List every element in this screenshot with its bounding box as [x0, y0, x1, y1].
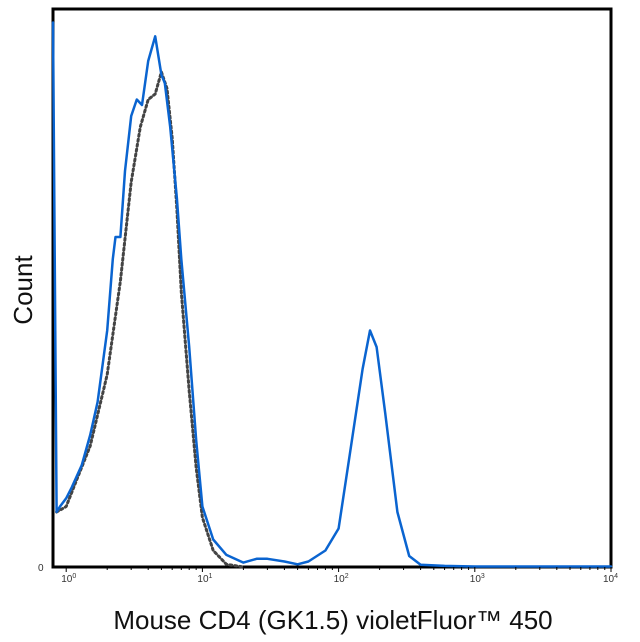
x-tick-label: 104 [603, 573, 618, 585]
x-axis-label: Mouse CD4 (GK1.5) violetFluor™ 450 [113, 605, 552, 635]
series-layer [51, 21, 613, 569]
x-tick-label: 101 [197, 573, 212, 585]
x-tick-label: 102 [334, 573, 349, 585]
x-axis-ticks: 100 101 102 103 104 [61, 567, 618, 585]
series-solid-line [51, 21, 613, 568]
series-dotted-line [55, 70, 245, 569]
x-tick-label: 100 [61, 573, 76, 585]
x-tick-label: 103 [470, 573, 485, 585]
y-axis-label: Count [8, 255, 38, 325]
y-tick-label-0: 0 [38, 563, 44, 574]
plot-frame [51, 7, 613, 569]
